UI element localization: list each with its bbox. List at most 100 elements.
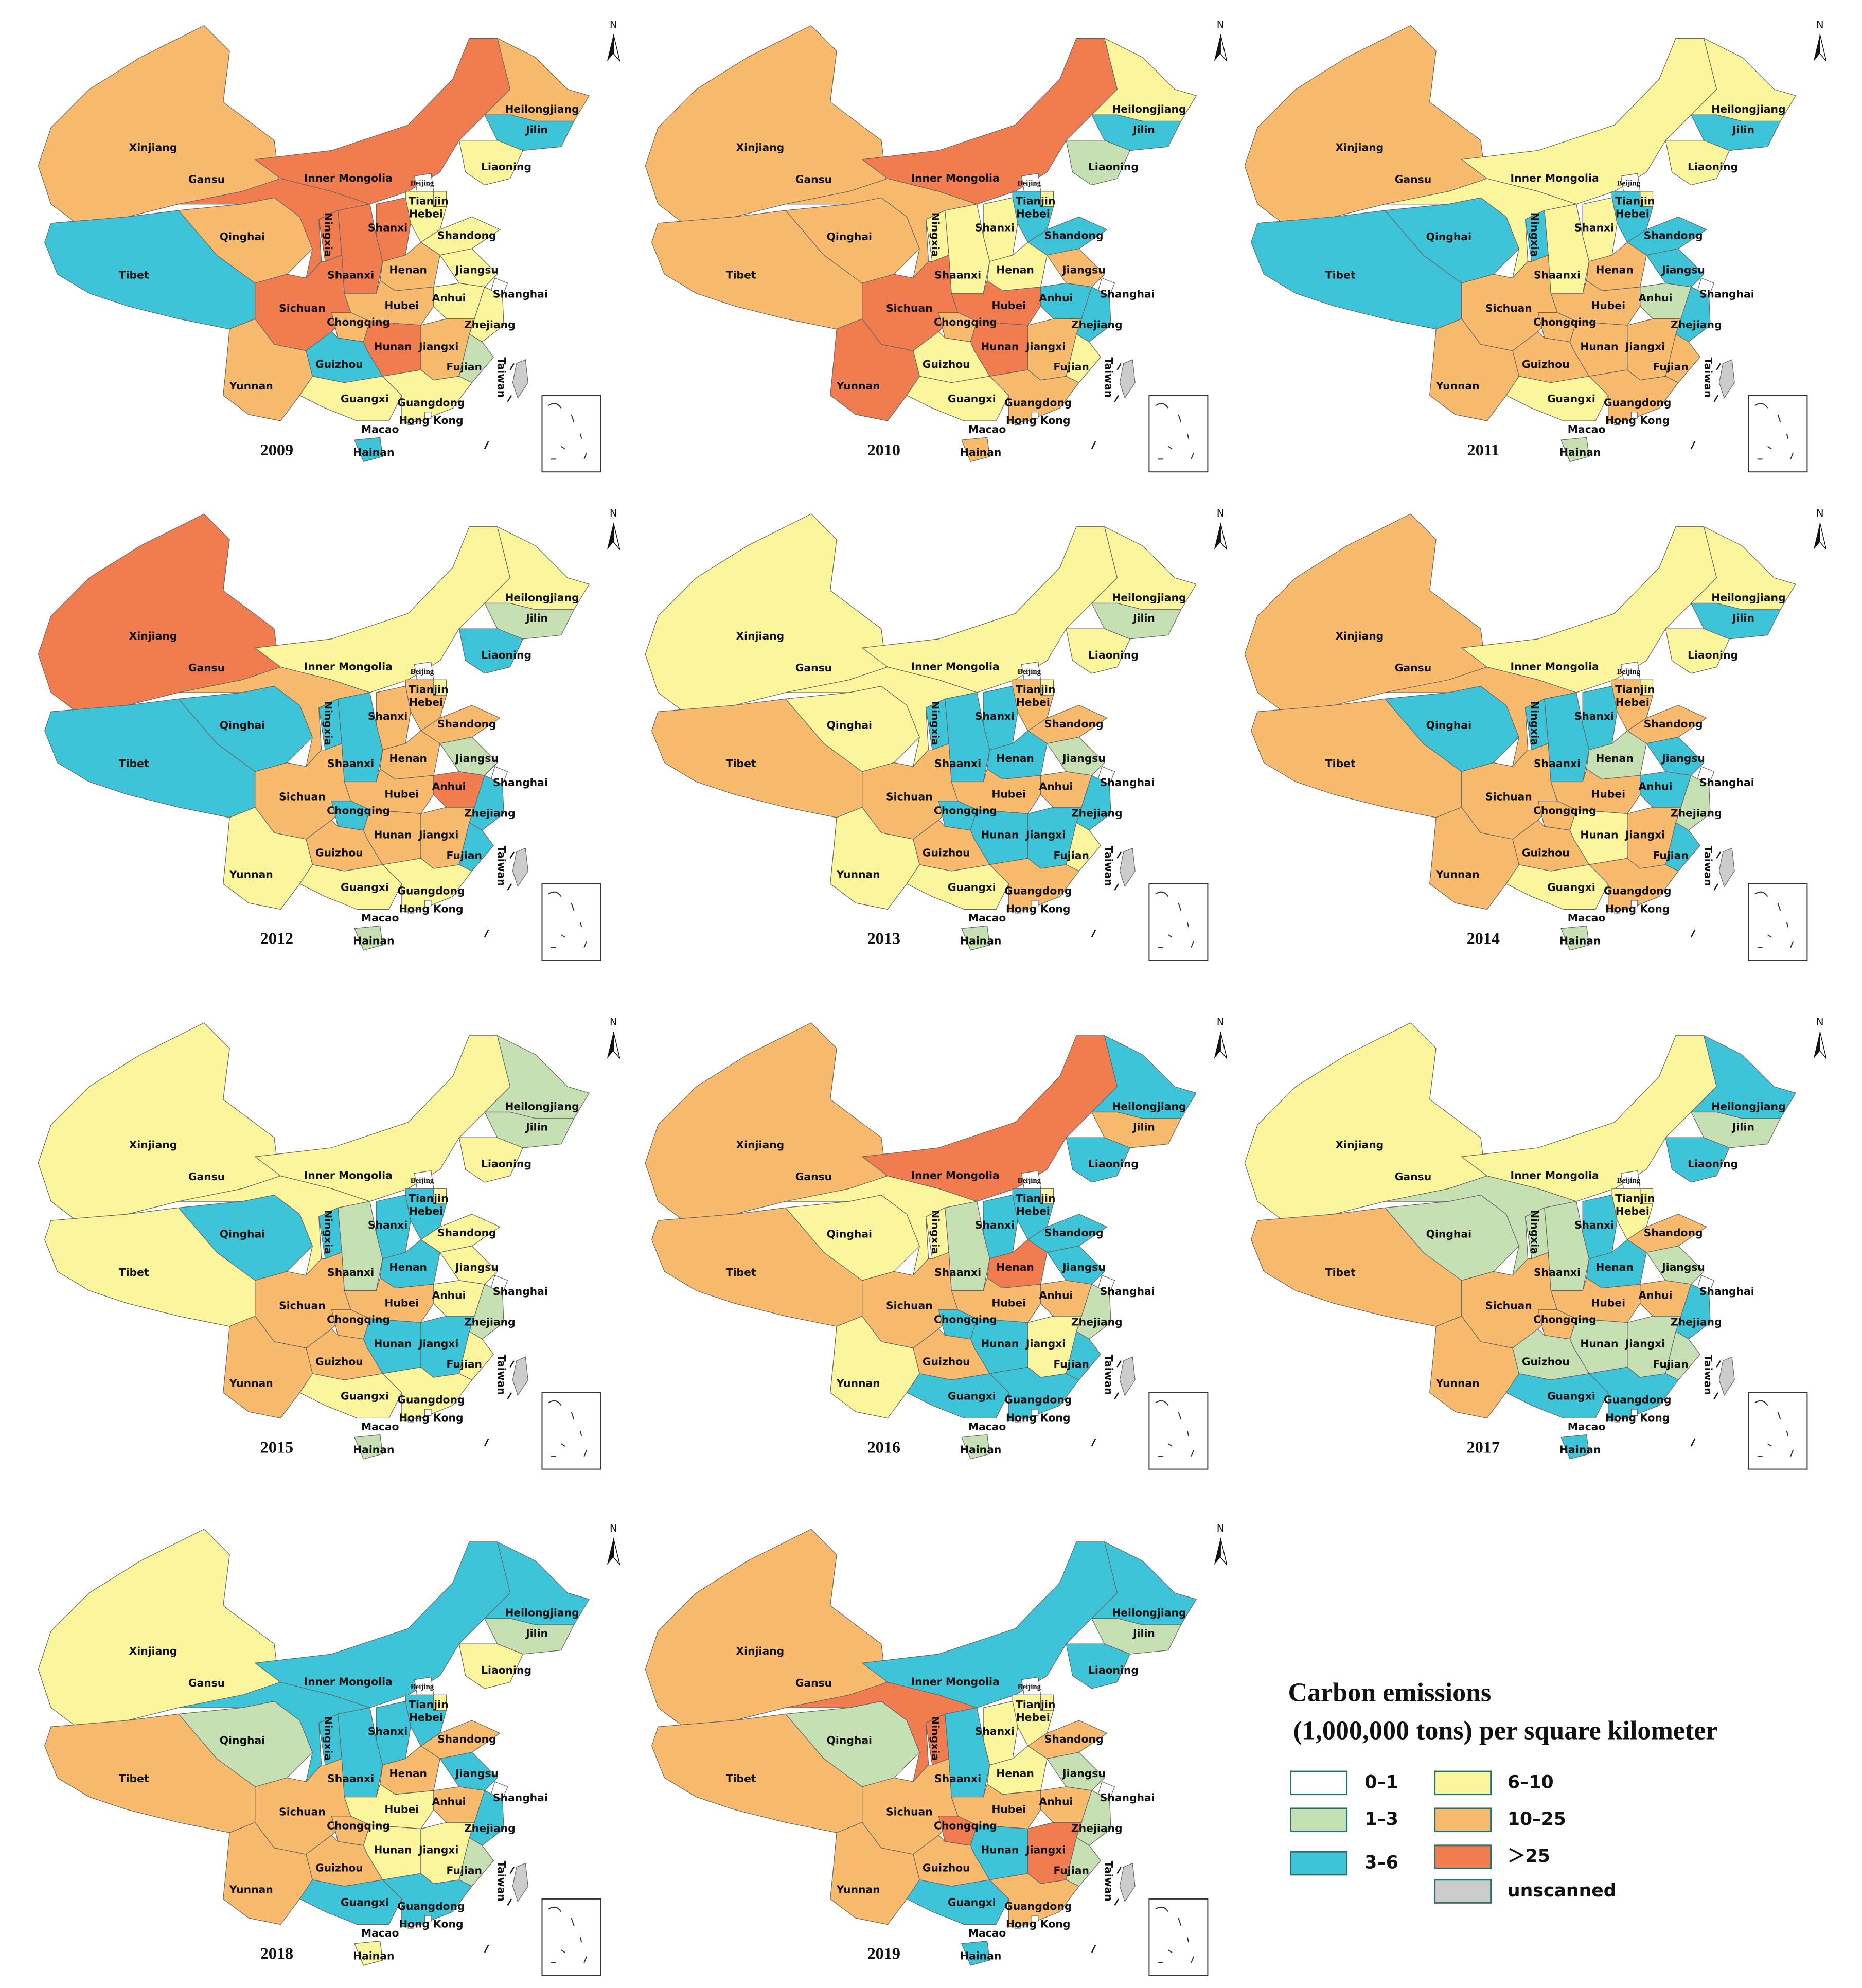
province-label: Shandong <box>1044 1227 1104 1239</box>
province <box>1066 1137 1131 1183</box>
province-label: Jilin <box>525 1627 548 1639</box>
province <box>961 1434 990 1460</box>
province <box>1614 419 1620 425</box>
province-label: Hubei <box>991 299 1026 312</box>
province-label: Hainan <box>353 934 394 947</box>
province-label: Macao <box>361 912 399 924</box>
north-arrow <box>1813 34 1820 62</box>
province-label: Xinjiang <box>736 141 784 154</box>
province <box>1066 1837 1101 1887</box>
province-label: Fujian <box>447 849 482 861</box>
province-label: Hainan <box>960 446 1001 458</box>
year-label: 2016 <box>867 1437 900 1456</box>
province-label: Gansu <box>188 662 225 674</box>
province-label: Jiangxi <box>1025 1338 1066 1350</box>
province-label: Zhejiang <box>1071 807 1123 820</box>
province-label: Beijing <box>1617 1177 1641 1185</box>
province-label: Shaanxi <box>327 269 374 281</box>
province-label: Hunan <box>374 1338 412 1350</box>
province-label: Tianjin <box>409 1192 448 1204</box>
province-label: Gansu <box>1395 173 1431 186</box>
boundary-dash <box>1690 363 1721 450</box>
province-label: Macao <box>968 1927 1006 1939</box>
province-label: Yunnan <box>1435 1377 1480 1390</box>
north-arrow <box>1220 1032 1228 1059</box>
north-arrow <box>1220 1538 1228 1565</box>
province-label: Tianjin <box>1016 195 1055 207</box>
year-label: 2019 <box>867 1944 900 1962</box>
province-label: Xinjiang <box>129 141 178 154</box>
province-label: Inner Mongolia <box>1511 172 1599 184</box>
province-label: Shanghai <box>1100 1285 1155 1298</box>
inset-frame <box>1148 883 1209 961</box>
province-label: Macao <box>361 1421 399 1433</box>
north-label: N <box>1816 507 1824 519</box>
province <box>424 1409 432 1416</box>
province <box>1119 359 1136 399</box>
province-label: Guizhou <box>315 846 363 859</box>
map-panel: Xinjiang Tibet Qinghai Gansu Inner Mongolia H… <box>38 1016 620 1470</box>
province-label: Guangdong <box>397 396 465 409</box>
province <box>1614 1416 1620 1423</box>
province <box>354 1434 383 1460</box>
province-label: Inner Mongolia <box>304 1169 393 1181</box>
province-label: Shaanxi <box>934 1772 981 1785</box>
province-label: Zhejiang <box>464 318 516 331</box>
province-label: Sichuan <box>886 790 933 803</box>
province <box>512 847 528 887</box>
province-label: Beijing <box>1617 668 1641 676</box>
province <box>1588 858 1679 913</box>
province-label: Guizhou <box>1522 1355 1570 1368</box>
province <box>1047 1752 1105 1791</box>
province <box>1031 412 1039 419</box>
province-label: Chongqing <box>934 805 997 817</box>
province-label: Qinghai <box>1426 1228 1471 1240</box>
province-label: Hunan <box>1580 1338 1618 1350</box>
province-label: Shandong <box>437 1733 496 1745</box>
inset-islands <box>1754 891 1794 948</box>
province-label: Hainan <box>1559 934 1601 947</box>
province-label: Qinghai <box>220 230 265 243</box>
inset-islands <box>1155 1906 1195 1963</box>
province-label: Fujian <box>1653 849 1688 861</box>
inset-islands <box>1754 403 1794 460</box>
province-label: Xinjiang <box>129 1645 178 1657</box>
province-label: Chongqing <box>327 316 390 328</box>
province-label: Guangdong <box>397 1394 465 1406</box>
province <box>439 737 498 776</box>
province-label: Jiangxi <box>1025 340 1066 352</box>
province-label: Shanxi <box>975 1219 1015 1231</box>
province-label: Shanxi <box>975 222 1015 234</box>
north-arrow <box>1819 34 1827 62</box>
province <box>458 1643 524 1689</box>
province-label: Hong Kong <box>1006 902 1070 915</box>
province <box>1646 248 1705 288</box>
province-label: Chongqing <box>327 1313 390 1326</box>
province-label: Hunan <box>374 1844 412 1856</box>
province-label: Inner Mongolia <box>304 1676 393 1688</box>
north-arrow <box>1214 1032 1221 1059</box>
province-label: Fujian <box>1053 849 1089 861</box>
province-label: Qinghai <box>220 1734 265 1747</box>
province-label: Anhui <box>1039 1796 1073 1808</box>
province-label: Shanghai <box>1699 1285 1754 1298</box>
province-label: Shanghai <box>493 1791 548 1804</box>
province <box>458 140 524 186</box>
province-label: Hubei <box>991 788 1026 800</box>
province-label: Guizhou <box>923 846 970 859</box>
province-label: Jilin <box>525 1121 548 1133</box>
province-label: Jilin <box>525 123 548 136</box>
legend-swatch <box>1434 1770 1492 1796</box>
province-label: Hebei <box>1016 207 1050 220</box>
province-label: Fujian <box>447 1358 482 1370</box>
province <box>1665 140 1730 186</box>
province-label: Tibet <box>726 1772 756 1785</box>
province-label: Hunan <box>1580 829 1618 841</box>
province-label: Heilongjiang <box>505 592 579 604</box>
province-label: Xinjiang <box>736 1139 784 1151</box>
province-label: Heilongjiang <box>1711 592 1785 604</box>
province-label: Hebei <box>1016 1711 1050 1724</box>
province-label: Sichuan <box>1485 302 1532 314</box>
north-label: N <box>1816 19 1824 31</box>
province-label: Qinghai <box>220 719 265 731</box>
